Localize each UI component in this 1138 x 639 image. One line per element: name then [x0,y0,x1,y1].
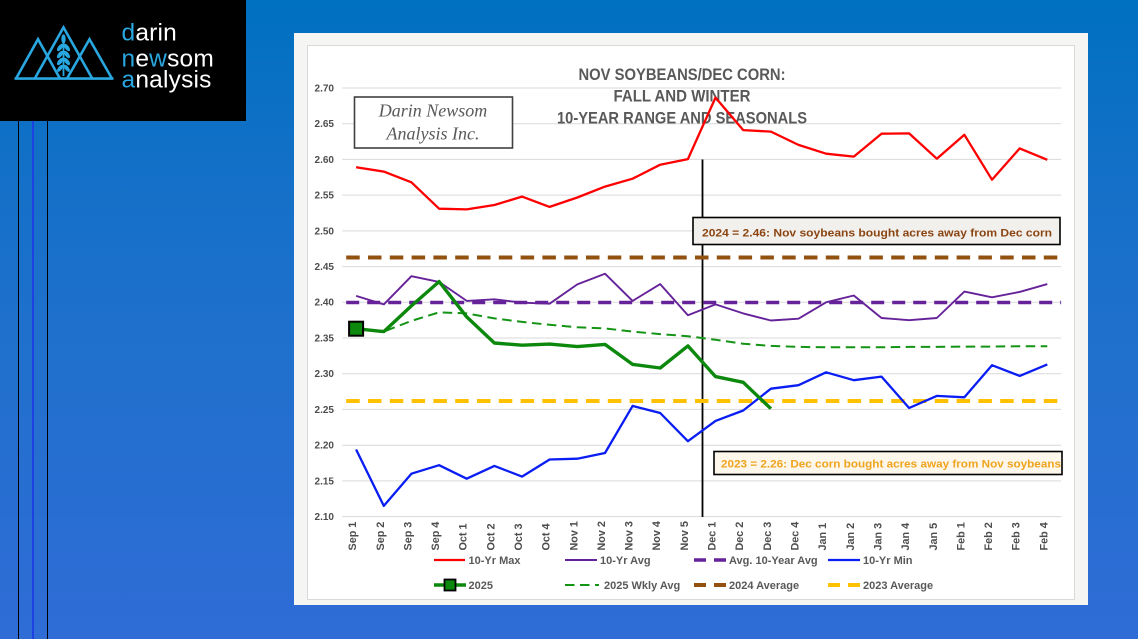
svg-text:2.50: 2.50 [315,226,335,237]
svg-text:2.40: 2.40 [315,298,335,309]
svg-text:Jan 2: Jan 2 [845,523,857,551]
svg-text:Oct 2: Oct 2 [485,523,497,550]
svg-text:10-Yr Avg: 10-Yr Avg [600,555,651,567]
svg-text:2025 Wkly Avg: 2025 Wkly Avg [604,580,680,592]
svg-text:Avg. 10-Year Avg: Avg. 10-Year Avg [729,555,818,567]
svg-text:2.55: 2.55 [315,191,335,202]
svg-text:Nov 3: Nov 3 [624,521,636,550]
svg-text:Sep 3: Sep 3 [402,522,414,551]
svg-text:Feb 4: Feb 4 [1038,522,1050,550]
svg-text:darin: darin [122,20,177,47]
svg-text:2.30: 2.30 [315,369,335,380]
svg-text:2024 Average: 2024 Average [729,580,799,592]
svg-text:Jan 4: Jan 4 [900,523,912,551]
svg-text:10-Yr Min: 10-Yr Min [863,555,913,567]
svg-text:Dec 2: Dec 2 [734,522,746,551]
svg-text:Sep 1: Sep 1 [347,522,359,551]
svg-text:Dec 4: Dec 4 [790,522,802,551]
svg-text:NOV SOYBEANS/DEC CORN:: NOV SOYBEANS/DEC CORN: [579,66,786,84]
svg-text:10-Yr Max: 10-Yr Max [469,555,522,567]
svg-text:Darin Newsom: Darin Newsom [378,101,488,121]
svg-text:2.10: 2.10 [315,512,335,523]
svg-text:Oct 4: Oct 4 [541,523,553,550]
svg-text:Dec 1: Dec 1 [707,522,719,551]
svg-text:Sep 2: Sep 2 [375,522,387,551]
svg-text:2023 Average: 2023 Average [863,580,933,592]
svg-text:2.25: 2.25 [315,405,335,416]
svg-text:Analysis Inc.: Analysis Inc. [386,124,480,144]
svg-text:2025: 2025 [469,580,493,592]
svg-text:Feb 2: Feb 2 [983,522,995,550]
svg-text:Nov 4: Nov 4 [651,521,663,550]
svg-text:FALL AND WINTER: FALL AND WINTER [614,88,751,106]
svg-text:Jan 5: Jan 5 [928,523,940,551]
svg-text:2.60: 2.60 [315,155,335,166]
svg-text:Nov 2: Nov 2 [596,521,608,550]
svg-text:analysis: analysis [122,67,212,94]
svg-text:newsom: newsom [122,45,214,72]
svg-text:Jan 1: Jan 1 [817,523,829,551]
svg-text:2.70: 2.70 [315,83,335,94]
svg-text:2.20: 2.20 [315,441,335,452]
svg-text:2.65: 2.65 [315,119,335,130]
svg-text:10-YEAR RANGE AND SEASONALS: 10-YEAR RANGE AND SEASONALS [557,110,807,128]
svg-text:Oct 3: Oct 3 [513,523,525,550]
svg-text:Jan 3: Jan 3 [873,523,885,551]
svg-text:Nov 5: Nov 5 [679,521,691,550]
svg-text:2.15: 2.15 [315,476,335,487]
svg-text:2.45: 2.45 [315,262,335,273]
svg-text:2023 = 2.26: Dec corn bought a: 2023 = 2.26: Dec corn bought acres away … [721,459,1061,471]
svg-text:Sep 4: Sep 4 [430,522,442,551]
svg-text:Feb 3: Feb 3 [1011,522,1023,550]
svg-text:Feb 1: Feb 1 [955,522,967,550]
svg-text:2024 = 2.46: Nov soybeans boug: 2024 = 2.46: Nov soybeans bought acres a… [702,228,1052,240]
svg-text:2.35: 2.35 [315,333,335,344]
svg-text:Dec 3: Dec 3 [762,522,774,551]
svg-text:Nov 1: Nov 1 [568,521,580,550]
svg-text:Oct 1: Oct 1 [458,523,470,550]
